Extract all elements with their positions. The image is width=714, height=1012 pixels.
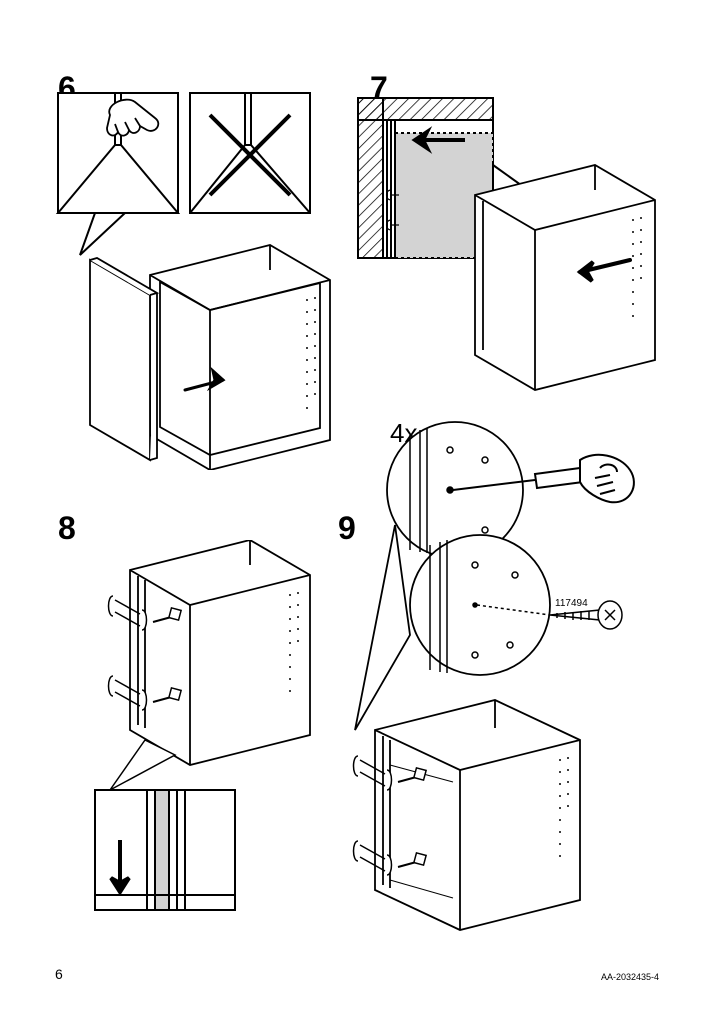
- step6-illustration: [55, 90, 355, 470]
- step8-illustration: [55, 540, 345, 940]
- instruction-page: 6: [0, 0, 714, 1012]
- footer-page-number: 6: [55, 966, 63, 982]
- footer-doc-ref: AA-2032435-4: [601, 972, 659, 982]
- step9-illustration: [335, 420, 685, 940]
- step7-illustration: [355, 95, 675, 415]
